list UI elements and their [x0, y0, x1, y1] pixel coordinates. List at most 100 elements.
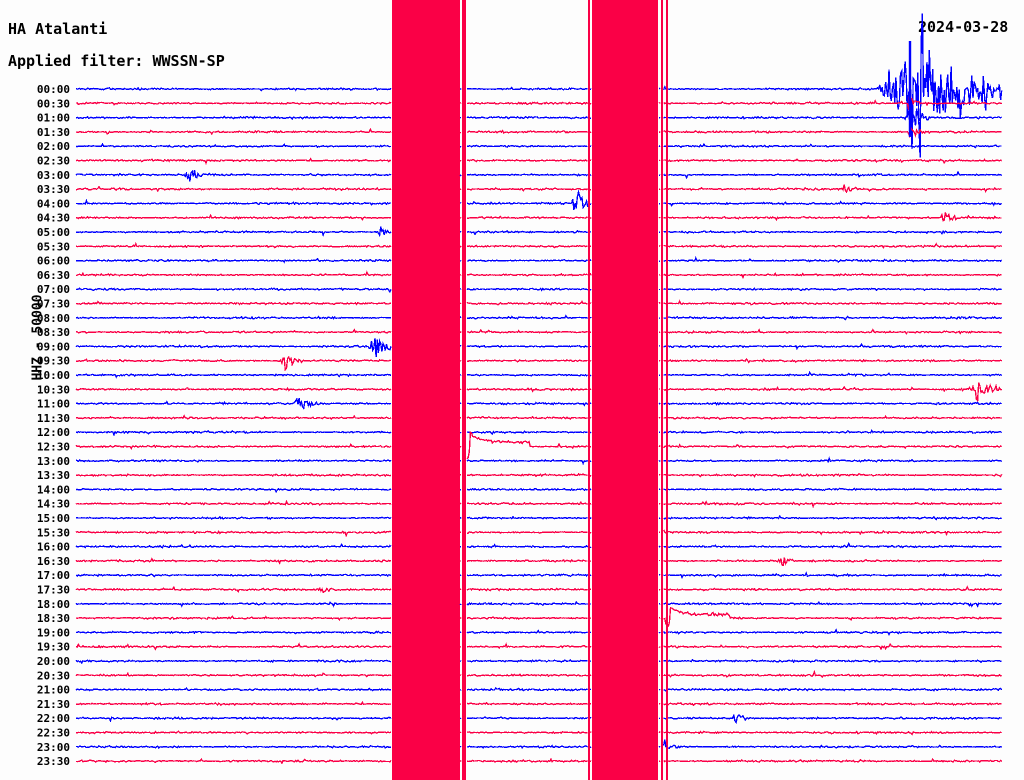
seismic-trace — [76, 713, 1002, 725]
time-tick-label: 03:30 — [37, 183, 70, 196]
time-tick-label: 23:30 — [37, 755, 70, 768]
seismic-trace — [75, 382, 1002, 403]
seismic-trace — [75, 499, 1002, 509]
data-gap-2a — [588, 0, 590, 780]
page-title: HA Atalanti — [8, 20, 108, 38]
time-tick-label: 20:30 — [37, 669, 70, 682]
data-gap-1 — [392, 0, 460, 780]
seismic-trace — [75, 541, 1002, 549]
seismic-trace — [75, 212, 1002, 222]
data-gap-1b — [462, 0, 466, 780]
time-tick-label: 13:30 — [37, 469, 70, 482]
seismic-trace — [75, 687, 1003, 692]
time-tick-label: 05:30 — [37, 240, 70, 253]
seismic-trace — [75, 414, 1002, 421]
seismic-trace — [76, 739, 1003, 750]
seismic-trace — [75, 13, 1003, 158]
seismic-trace — [75, 125, 1002, 139]
time-tick-label: 04:00 — [37, 197, 70, 210]
seismic-trace — [76, 328, 1002, 335]
seismic-trace — [75, 226, 1003, 238]
time-tick-label: 06:00 — [37, 255, 70, 268]
time-tick-label: 00:00 — [37, 83, 70, 96]
time-tick-label: 22:00 — [37, 712, 70, 725]
seismic-trace — [76, 189, 1003, 210]
data-gap-2c — [666, 0, 668, 780]
time-tick-label: 15:30 — [37, 526, 70, 539]
time-tick-label: 07:30 — [37, 298, 70, 311]
time-tick-label: 21:30 — [37, 698, 70, 711]
seismic-trace — [75, 730, 1002, 736]
time-tick-label: 07:00 — [37, 283, 70, 296]
time-tick-label: 02:30 — [37, 155, 70, 168]
seismic-trace — [75, 606, 1003, 627]
time-tick-label: 10:00 — [37, 369, 70, 382]
seismic-trace — [75, 287, 1002, 294]
time-tick-label: 20:00 — [37, 655, 70, 668]
time-tick-label: 14:00 — [37, 483, 70, 496]
time-tick-label: 19:00 — [37, 626, 70, 639]
time-tick-label: 11:30 — [37, 412, 70, 425]
seismic-trace — [75, 338, 1002, 358]
time-tick-label: 18:30 — [37, 612, 70, 625]
seismic-trace — [75, 529, 1002, 538]
seismic-trace — [75, 456, 1003, 466]
time-tick-label: 16:30 — [37, 555, 70, 568]
seismic-trace — [75, 585, 1003, 594]
time-tick-label: 22:30 — [37, 727, 70, 740]
time-tick-label: 03:00 — [37, 169, 70, 182]
time-tick-label: 19:30 — [37, 641, 70, 654]
seismic-trace — [75, 184, 1002, 194]
time-tick-label: 06:30 — [37, 269, 70, 282]
seismic-trace — [75, 142, 1002, 149]
seismic-trace — [75, 314, 1003, 321]
time-tick-label: 10:30 — [37, 383, 70, 396]
seismic-trace — [75, 669, 1003, 678]
seismic-trace — [75, 431, 1003, 460]
seismic-trace — [75, 91, 1002, 111]
time-tick-label: 16:00 — [37, 541, 70, 554]
seismic-trace — [75, 299, 1002, 306]
time-tick-label: 01:30 — [37, 126, 70, 139]
seismic-trace — [75, 270, 1002, 280]
time-tick-label: 05:00 — [37, 226, 70, 239]
time-tick-label: 12:30 — [37, 441, 70, 454]
time-tick-label: 12:00 — [37, 426, 70, 439]
time-tick-label: 00:30 — [37, 97, 70, 110]
time-tick-label: 14:30 — [37, 498, 70, 511]
time-tick-label: 04:30 — [37, 212, 70, 225]
seismic-trace — [75, 256, 1003, 264]
time-tick-label: 02:00 — [37, 140, 70, 153]
time-tick-label: 08:30 — [37, 326, 70, 339]
time-tick-label: 23:00 — [37, 741, 70, 754]
seismic-trace — [75, 658, 1002, 665]
seismic-trace — [75, 370, 1003, 379]
data-gap-2b — [661, 0, 663, 780]
time-tick-label: 21:00 — [37, 684, 70, 697]
time-tick-label: 01:00 — [37, 112, 70, 125]
time-tick-label: 17:00 — [37, 569, 70, 582]
seismic-trace — [75, 628, 1002, 636]
seismic-trace — [75, 429, 1003, 437]
seismic-trace — [75, 108, 1002, 131]
seismic-trace — [75, 557, 1002, 567]
seismic-trace — [75, 757, 1003, 765]
seismic-trace — [75, 514, 1002, 521]
seismic-trace — [75, 355, 1003, 372]
seismic-trace — [75, 700, 1002, 707]
time-tick-label: 15:00 — [37, 512, 70, 525]
trace-group — [75, 13, 1003, 765]
seismic-trace — [75, 571, 1002, 580]
data-gap-2 — [592, 0, 658, 780]
time-tick-label: 13:00 — [37, 455, 70, 468]
time-tick-label: 09:00 — [37, 340, 70, 353]
seismic-trace — [75, 242, 1002, 249]
seismic-trace — [75, 472, 1003, 478]
date-label: 2024-03-28 — [918, 18, 1009, 36]
time-tick-label: 17:30 — [37, 584, 70, 597]
applied-filter-label: Applied filter: WWSSN-SP — [8, 52, 225, 70]
data-gap-bands — [392, 0, 668, 780]
